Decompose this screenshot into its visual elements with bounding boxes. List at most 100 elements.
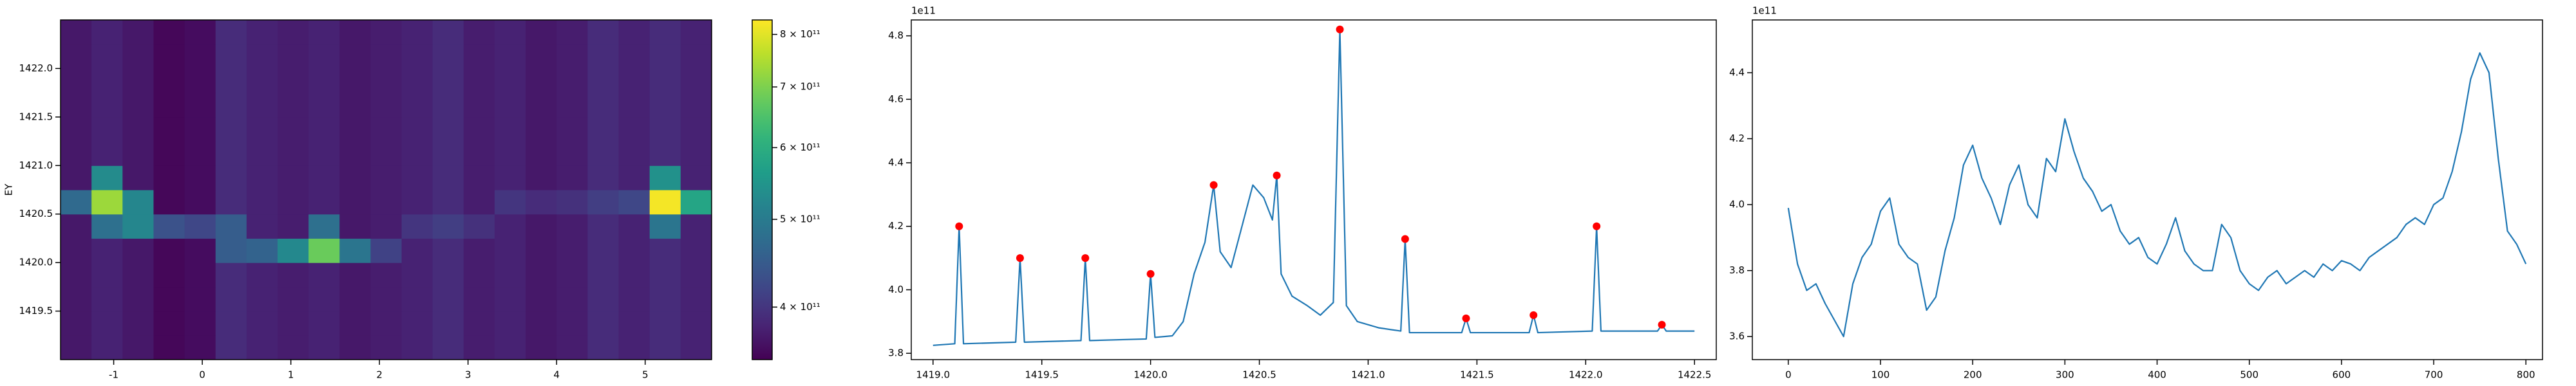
heatmap-cell	[649, 335, 681, 360]
x-tick-label: 0	[199, 369, 205, 381]
heatmap-cell	[308, 116, 340, 142]
heatmap-cell	[278, 190, 309, 215]
heatmap-cell	[618, 262, 650, 288]
y-tick-label: 4.8	[888, 30, 904, 41]
heatmap-cell	[401, 190, 433, 215]
heatmap-cell	[122, 262, 155, 288]
heatmap-cell	[91, 68, 123, 93]
heatmap-cell	[122, 311, 155, 336]
heatmap-cell	[308, 141, 340, 166]
heatmap-cell	[153, 68, 185, 93]
heatmap-cell	[122, 335, 155, 360]
heatmap-cell	[587, 286, 620, 312]
heatmap-cell	[649, 93, 681, 118]
colorbar-tick-label: 5 × 10¹¹	[780, 213, 820, 225]
heatmap-cell	[526, 93, 557, 118]
heatmap-cell	[463, 190, 495, 215]
heatmap-cell	[278, 311, 309, 336]
heatmap-cell	[153, 93, 185, 118]
heatmap-cell	[556, 44, 589, 69]
heatmap-cell	[680, 335, 712, 360]
heatmap-cell	[308, 20, 340, 45]
heatmap-cell	[401, 20, 433, 45]
x-tick-label: 300	[2056, 369, 2074, 381]
y-tick-label: 4.2	[888, 220, 904, 232]
heatmap-cell	[618, 311, 650, 336]
heatmap-cell	[215, 311, 247, 336]
heatmap-cell	[463, 93, 495, 118]
heatmap-cell	[526, 286, 557, 312]
axes-frame	[1752, 19, 2543, 360]
heatmap-cell	[122, 20, 155, 45]
heatmap-cell	[526, 116, 557, 142]
colorbar-tick-label: 7 × 10¹¹	[780, 81, 820, 93]
peak-marker	[1081, 254, 1090, 262]
heatmap-cell	[246, 262, 278, 288]
heatmap-cell	[370, 141, 402, 166]
heatmap-cell	[495, 116, 526, 142]
heatmap-cell	[432, 20, 464, 45]
heatmap-cell	[370, 238, 402, 263]
heatmap-cell	[61, 165, 92, 190]
heatmap-cell	[308, 311, 340, 336]
heatmap-cell	[618, 214, 650, 239]
heatmap-cell	[215, 165, 247, 190]
heatmap-cell	[649, 20, 681, 45]
heatmap-cell	[278, 68, 309, 93]
heatmap-cell	[246, 20, 278, 45]
heatmap-cell	[215, 262, 247, 288]
heatmap-cell	[61, 93, 92, 118]
x-tick-label: 4	[554, 369, 560, 381]
heatmap-cell	[556, 214, 589, 239]
x-tick-label: 500	[2240, 369, 2259, 381]
heatmap-cell	[401, 68, 433, 93]
x-tick-label: 1420.5	[1242, 369, 1276, 381]
x-tick-label: 1419.0	[916, 369, 951, 381]
heatmap-cell	[308, 214, 340, 239]
heatmap-cell	[495, 165, 526, 190]
heatmap-cell	[495, 214, 526, 239]
heatmap-cell	[339, 93, 372, 118]
heatmap-cell	[680, 238, 712, 263]
heatmap-cell	[61, 141, 92, 166]
heatmap-cell	[370, 20, 402, 45]
colorbar-tick-label: 6 × 10¹¹	[780, 142, 820, 153]
heatmap-cell	[432, 311, 464, 336]
heatmap-cell	[495, 238, 526, 263]
heatmap-cell	[278, 286, 309, 312]
heatmap-cell	[278, 262, 309, 288]
heatmap-cell	[556, 93, 589, 118]
y-tick-label: 3.6	[1729, 331, 1745, 342]
heatmap-cell	[153, 262, 185, 288]
y-tick-label: 4.0	[1729, 199, 1745, 210]
y-tick-label: 1420.5	[19, 208, 53, 219]
heatmap-cell	[278, 93, 309, 118]
heatmap-cell	[432, 116, 464, 142]
x-tick-label: 1	[288, 369, 294, 381]
x-tick-label: 1422.5	[1678, 369, 1712, 381]
heatmap-cell	[153, 214, 185, 239]
y-tick-label: 4.0	[888, 284, 904, 295]
heatmap-cell	[401, 286, 433, 312]
heatmap-cell	[618, 20, 650, 45]
heatmap-cell	[339, 262, 372, 288]
peak-marker	[1273, 171, 1281, 179]
heatmap-cell	[649, 286, 681, 312]
heatmap-cell	[680, 68, 712, 93]
x-tick-label: 1419.5	[1025, 369, 1059, 381]
heatmap-cell	[215, 286, 247, 312]
heatmap-cell	[680, 190, 712, 215]
heatmap-cell	[278, 238, 309, 263]
heatmap-cell	[680, 214, 712, 239]
heatmap-cell	[61, 335, 92, 360]
heatmap-cell	[587, 93, 620, 118]
heatmap-cell	[308, 238, 340, 263]
heatmap-cell	[649, 311, 681, 336]
heatmap-cell	[215, 20, 247, 45]
heatmap-cell	[432, 44, 464, 69]
heatmap-cell	[184, 214, 216, 239]
heatmap-cell	[526, 165, 557, 190]
heatmap-cell	[122, 116, 155, 142]
heatmap-cell	[91, 214, 123, 239]
